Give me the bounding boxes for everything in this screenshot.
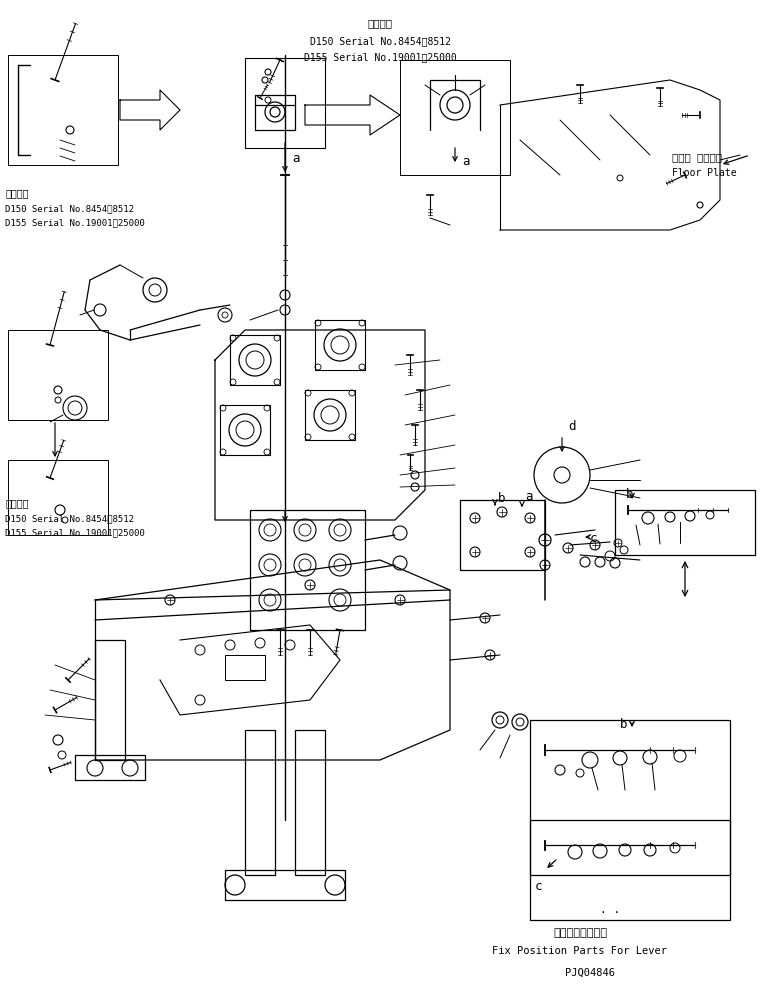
Bar xyxy=(295,730,325,875)
Text: 適用号機: 適用号機 xyxy=(5,498,29,508)
Text: a: a xyxy=(462,155,470,168)
Text: b: b xyxy=(620,718,628,731)
Text: Fix Position Parts For Lever: Fix Position Parts For Lever xyxy=(492,946,667,956)
Text: D155 Serial No.19001～25000: D155 Serial No.19001～25000 xyxy=(304,52,456,62)
Bar xyxy=(8,55,118,165)
Text: D150 Serial No.8454～8512: D150 Serial No.8454～8512 xyxy=(309,36,451,46)
Text: c: c xyxy=(590,532,597,545)
Bar xyxy=(8,460,108,535)
Bar xyxy=(220,405,270,455)
Text: a: a xyxy=(525,490,533,503)
Text: b: b xyxy=(626,488,634,501)
Bar xyxy=(8,330,108,420)
Circle shape xyxy=(143,278,167,302)
Text: レバー固定用部品: レバー固定用部品 xyxy=(553,928,607,938)
Text: d: d xyxy=(568,420,575,433)
Text: D155 Serial No.19001～25000: D155 Serial No.19001～25000 xyxy=(5,218,144,227)
Text: c: c xyxy=(535,880,543,893)
Bar xyxy=(250,510,365,630)
Bar xyxy=(225,870,345,900)
Text: a: a xyxy=(292,152,299,165)
Bar xyxy=(460,500,545,570)
Bar xyxy=(400,60,510,175)
Text: D150 Serial No.8454～8512: D150 Serial No.8454～8512 xyxy=(5,514,134,523)
Bar xyxy=(75,755,145,780)
Bar xyxy=(230,335,280,385)
Bar xyxy=(315,320,365,370)
Text: D155 Serial No.19001～25000: D155 Serial No.19001～25000 xyxy=(5,528,144,537)
Text: . .: . . xyxy=(600,905,620,915)
Bar xyxy=(95,640,125,760)
Text: b: b xyxy=(498,492,505,505)
Bar xyxy=(530,720,730,875)
Bar xyxy=(225,655,265,680)
Bar xyxy=(245,58,325,148)
Text: 適用号機: 適用号機 xyxy=(368,18,392,28)
Text: D150 Serial No.8454～8512: D150 Serial No.8454～8512 xyxy=(5,204,134,213)
Text: Floor Plate: Floor Plate xyxy=(672,168,736,178)
Bar xyxy=(615,490,755,555)
Bar xyxy=(530,820,730,920)
Bar xyxy=(245,730,275,875)
Text: フロア プレート: フロア プレート xyxy=(672,152,722,162)
Bar xyxy=(305,390,355,440)
Text: 適用号機: 適用号機 xyxy=(5,188,29,198)
Text: PJQ04846: PJQ04846 xyxy=(565,968,615,978)
